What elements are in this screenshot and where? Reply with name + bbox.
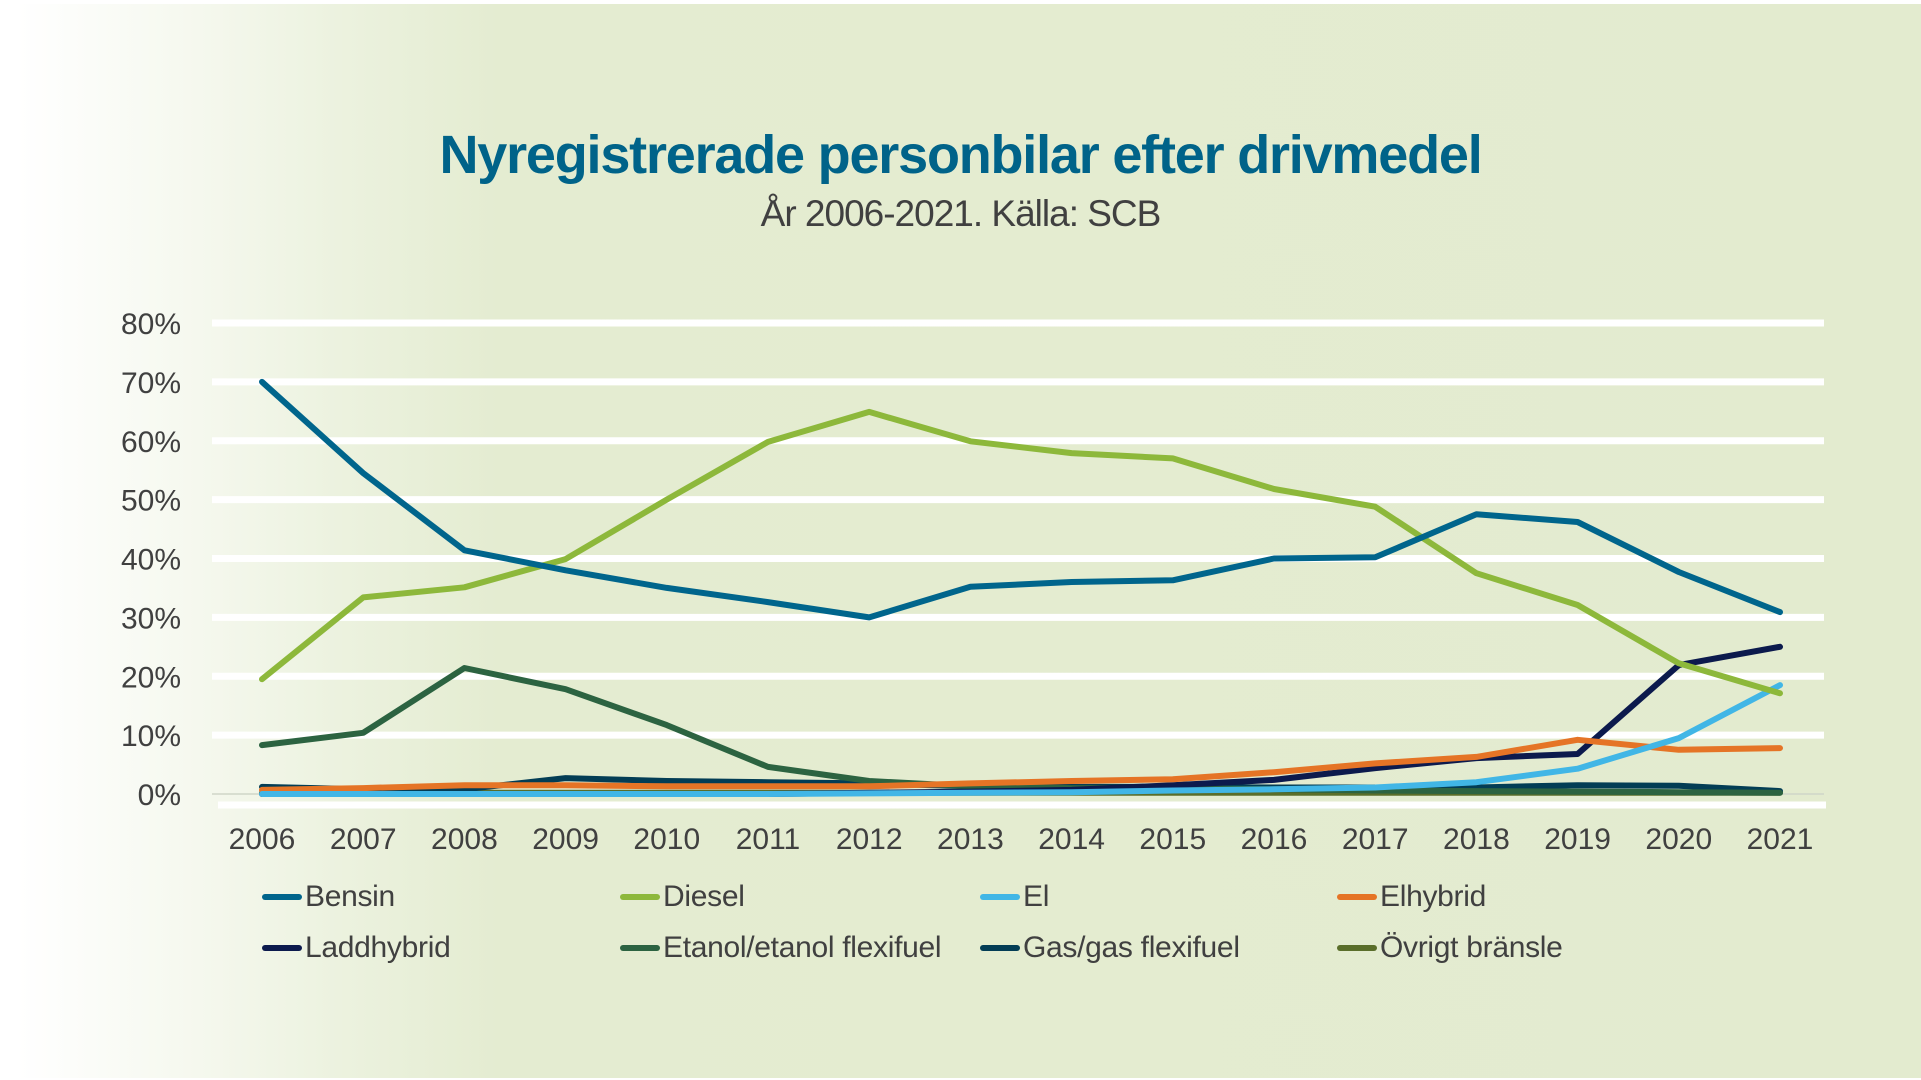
y-tick-label: 20% <box>121 661 181 694</box>
gridlines <box>212 319 1826 809</box>
x-tick-label: 2010 <box>633 823 700 856</box>
legend-item[interactable]: El <box>980 877 1049 917</box>
series-line <box>259 665 1783 796</box>
series-line <box>259 408 1783 697</box>
y-axis-ticks: 0% 10% 20% 30% 40% 50% 60% 70% 80% <box>121 308 181 812</box>
legend-label: El <box>1023 880 1050 913</box>
y-tick-label: 0% <box>138 779 181 812</box>
y-tick-label: 10% <box>121 720 181 753</box>
legend-item[interactable]: Laddhybrid <box>262 928 451 968</box>
x-axis-ticks: 2006 2007 2008 2009 2010 2011 2012 2013 2014 2015… <box>229 823 1814 856</box>
series-lines <box>259 378 1783 797</box>
x-tick-label: 2012 <box>836 823 903 856</box>
y-tick-label: 50% <box>121 485 181 518</box>
series-line <box>259 736 1783 793</box>
x-tick-label: 2018 <box>1443 823 1510 856</box>
legend-label: Gas/gas flexifuel <box>1023 931 1240 964</box>
x-tick-label: 2011 <box>736 823 801 856</box>
series-line <box>259 378 1783 621</box>
series-elhybrid <box>259 736 1783 793</box>
x-tick-label: 2015 <box>1139 823 1206 856</box>
legend-item[interactable]: Elhybrid <box>1337 877 1486 917</box>
legend-swatch <box>980 894 1020 900</box>
legend-item[interactable]: Etanol/etanol flexifuel <box>620 928 942 968</box>
x-tick-label: 2007 <box>330 823 397 856</box>
legend-swatch <box>1337 894 1377 900</box>
legend-label: Etanol/etanol flexifuel <box>663 931 942 964</box>
legend-item[interactable]: Bensin <box>262 877 395 917</box>
legend-swatch <box>620 894 660 900</box>
legend-item[interactable]: Diesel <box>620 877 745 917</box>
chart-subtitle: År 2006-2021. Källa: SCB <box>760 193 1162 234</box>
y-tick-label: 40% <box>121 544 181 577</box>
x-tick-label: 2009 <box>532 823 599 856</box>
x-tick-label: 2021 <box>1747 823 1814 856</box>
x-tick-label: 2008 <box>431 823 498 856</box>
chart-title: Nyregistrerade personbilar efter drivmed… <box>439 125 1482 185</box>
x-tick-label: 2017 <box>1342 823 1409 856</box>
legend-swatch <box>262 945 302 951</box>
legend-label: Övrigt bränsle <box>1380 931 1563 964</box>
x-tick-label: 2006 <box>229 823 296 856</box>
x-tick-label: 2020 <box>1645 823 1712 856</box>
series-line <box>259 682 1783 797</box>
series-bensin <box>259 378 1783 621</box>
legend-swatch <box>980 945 1020 951</box>
legend-swatch <box>1337 945 1377 951</box>
legend-label: Laddhybrid <box>305 931 451 964</box>
y-tick-label: 60% <box>121 426 181 459</box>
y-tick-label: 80% <box>121 308 181 341</box>
legend-label: Diesel <box>663 880 745 913</box>
series-diesel <box>259 408 1783 697</box>
legend-item[interactable]: Övrigt bränsle <box>1337 928 1563 968</box>
x-tick-label: 2019 <box>1544 823 1611 856</box>
legend-swatch <box>620 945 660 951</box>
x-tick-label: 2016 <box>1241 823 1308 856</box>
x-tick-label: 2014 <box>1038 823 1105 856</box>
legend-item[interactable]: Gas/gas flexifuel <box>980 928 1240 968</box>
legend-label: Bensin <box>305 880 395 913</box>
y-tick-label: 70% <box>121 367 181 400</box>
y-tick-label: 30% <box>121 602 181 635</box>
series-el <box>259 682 1783 797</box>
x-tick-label: 2013 <box>937 823 1004 856</box>
chart-background <box>18 4 1921 1078</box>
legend-label: Elhybrid <box>1380 880 1486 913</box>
legend-swatch <box>262 894 302 900</box>
